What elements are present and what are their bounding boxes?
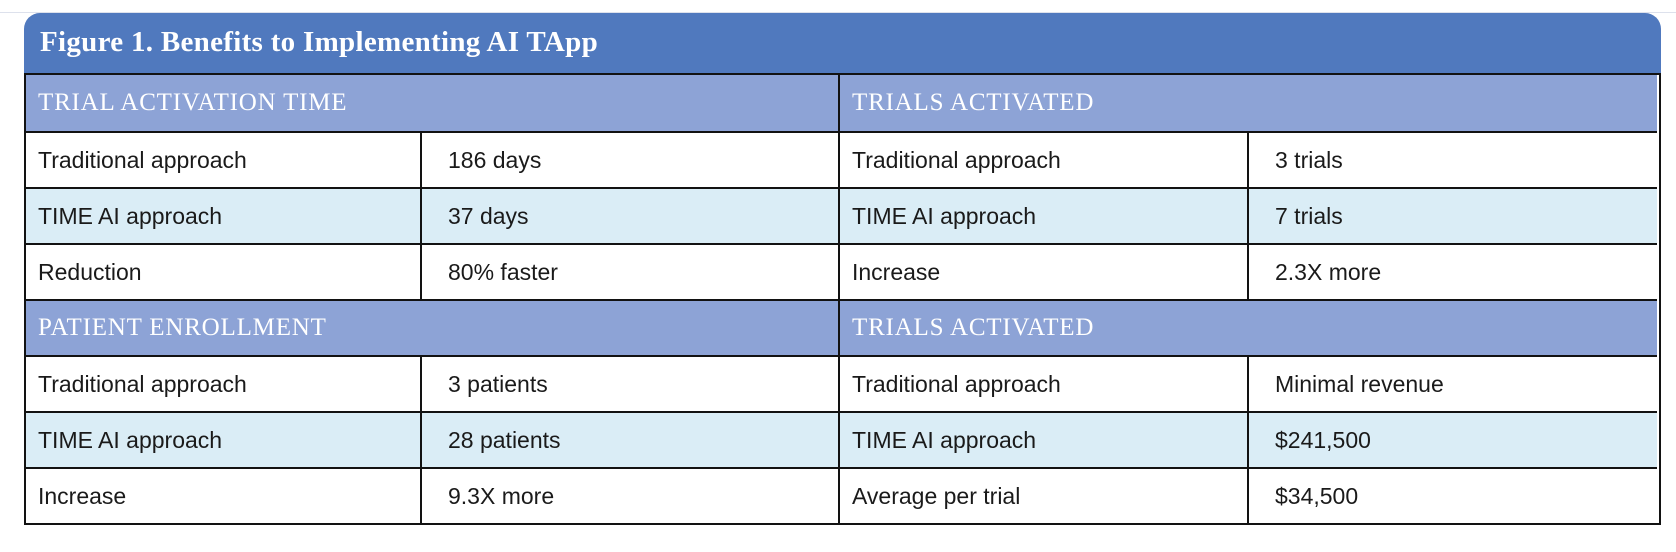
table-body: TRIAL ACTIVATION TIME Traditional approa… <box>24 73 1661 525</box>
table-left-column: TRIAL ACTIVATION TIME Traditional approa… <box>26 75 838 523</box>
row-value: $34,500 <box>1275 482 1359 509</box>
row-value: 2.3X more <box>1275 258 1382 285</box>
row-value: 7 trials <box>1275 202 1343 229</box>
row-value: $241,500 <box>1275 426 1371 453</box>
row-label: Traditional approach <box>26 133 422 187</box>
table-right-column: TRIALS ACTIVATED Traditional approach 3 … <box>838 75 1657 523</box>
table-row: Traditional approach 3 trials <box>840 131 1657 187</box>
table-row: Reduction 80% faster <box>26 243 838 299</box>
row-value: 9.3X more <box>448 482 555 509</box>
row-label: Average per trial <box>840 469 1249 523</box>
section-header-label: TRIALS ACTIVATED <box>852 314 1095 341</box>
figure-title-bar: Figure 1. Benefits to Implementing AI TA… <box>24 13 1661 73</box>
row-value: 3 trials <box>1275 146 1343 173</box>
row-value: 186 days <box>448 146 542 173</box>
section-header-label: PATIENT ENROLLMENT <box>38 314 327 341</box>
row-value: 80% faster <box>448 258 558 285</box>
row-label: TIME AI approach <box>26 413 422 467</box>
row-value: 37 days <box>448 202 529 229</box>
table-row: Traditional approach 3 patients <box>26 355 838 411</box>
row-value: 28 patients <box>448 426 561 453</box>
row-value: 3 patients <box>448 370 548 397</box>
section-header-trials-activated-revenue: TRIALS ACTIVATED <box>840 299 1657 355</box>
table-row: TIME AI approach 28 patients <box>26 411 838 467</box>
section-header-patient-enrollment: PATIENT ENROLLMENT <box>26 299 838 355</box>
row-label: Traditional approach <box>840 133 1249 187</box>
section-header-trial-activation-time: TRIAL ACTIVATION TIME <box>26 75 838 131</box>
row-label: Traditional approach <box>840 357 1249 411</box>
row-label: Reduction <box>26 245 422 299</box>
figure-table: Figure 1. Benefits to Implementing AI TA… <box>24 13 1661 525</box>
figure-title: Figure 1. Benefits to Implementing AI TA… <box>40 25 598 58</box>
section-header-label: TRIALS ACTIVATED <box>852 89 1095 116</box>
row-label: Increase <box>840 245 1249 299</box>
row-label: Traditional approach <box>26 357 422 411</box>
table-row: Increase 9.3X more <box>26 467 838 523</box>
table-row: TIME AI approach 37 days <box>26 187 838 243</box>
row-label: Increase <box>26 469 422 523</box>
section-header-label: TRIAL ACTIVATION TIME <box>38 89 348 116</box>
table-row: TIME AI approach 7 trials <box>840 187 1657 243</box>
row-label: TIME AI approach <box>840 413 1249 467</box>
row-label: TIME AI approach <box>840 189 1249 243</box>
page-top-rule <box>0 12 1676 13</box>
row-value: Minimal revenue <box>1275 370 1444 397</box>
table-row: TIME AI approach $241,500 <box>840 411 1657 467</box>
table-row: Traditional approach 186 days <box>26 131 838 187</box>
table-row: Average per trial $34,500 <box>840 467 1657 523</box>
table-row: Increase 2.3X more <box>840 243 1657 299</box>
section-header-trials-activated: TRIALS ACTIVATED <box>840 75 1657 131</box>
table-row: Traditional approach Minimal revenue <box>840 355 1657 411</box>
row-label: TIME AI approach <box>26 189 422 243</box>
